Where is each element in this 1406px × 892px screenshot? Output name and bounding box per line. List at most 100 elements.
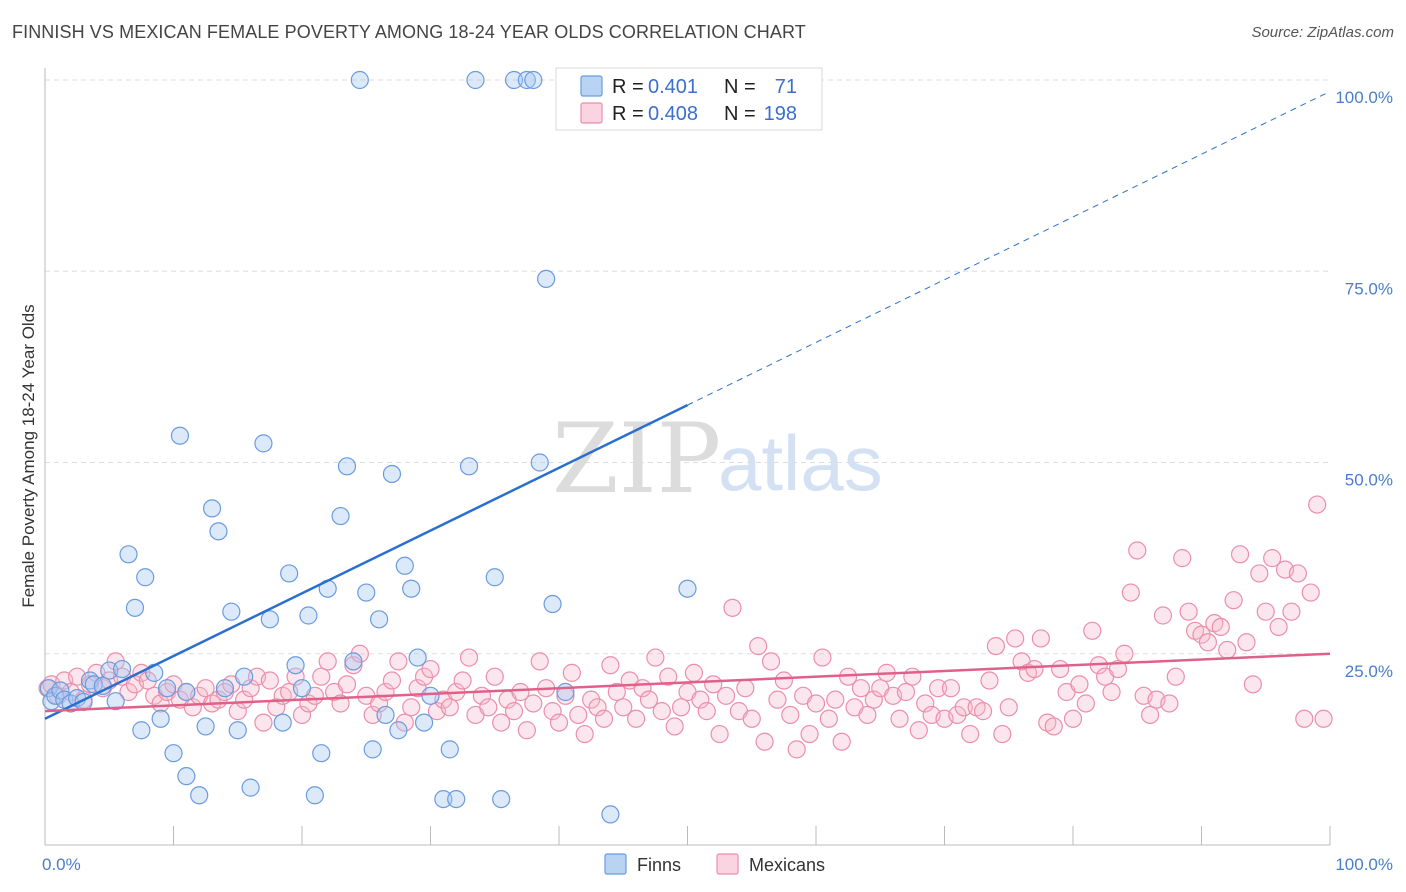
- mexicans-point: [241, 679, 260, 698]
- mexicans-point: [1243, 675, 1263, 694]
- finns-point: [305, 786, 324, 805]
- mexicans-point: [813, 648, 832, 667]
- mexicans-point: [691, 690, 710, 709]
- finns-point: [440, 740, 459, 759]
- mexicans-point: [716, 686, 736, 705]
- finns-point: [151, 709, 170, 728]
- mexicans-point: [594, 709, 614, 728]
- mexicans-point: [402, 698, 421, 717]
- finns-point: [678, 579, 697, 598]
- mexicans-point: [312, 667, 331, 686]
- legend-swatch-finns: [580, 75, 603, 97]
- finns-point: [601, 805, 620, 824]
- mexicans-point: [575, 724, 594, 744]
- finns-point: [530, 453, 549, 472]
- mexicans-point: [928, 679, 948, 698]
- mexicans-point: [479, 698, 498, 717]
- mexicans-point: [781, 705, 800, 725]
- mexicans-point: [254, 713, 273, 732]
- mexicans-point: [961, 724, 980, 744]
- finns-point: [350, 70, 369, 90]
- finns-point: [524, 70, 543, 90]
- mexicans-point: [626, 709, 646, 728]
- bottom-legend-swatch-finns: [604, 853, 627, 875]
- finns-points: [39, 70, 697, 824]
- mexicans-point: [267, 698, 286, 717]
- mexicans-point: [1044, 717, 1063, 736]
- mexicans-point: [819, 709, 838, 728]
- mexicans-point: [1166, 667, 1185, 686]
- mexicans-point: [1250, 564, 1269, 583]
- finns-point: [414, 713, 434, 732]
- finns-point: [543, 594, 562, 614]
- finns-point: [209, 522, 228, 541]
- finns-point: [273, 713, 292, 732]
- finns-point: [376, 705, 395, 725]
- mexicans-point: [1295, 709, 1314, 728]
- mexicans-point: [639, 690, 659, 709]
- legend-swatch-mexicans: [580, 102, 603, 124]
- mexicans-point: [260, 671, 279, 690]
- mexicans-point: [569, 705, 588, 725]
- finns-point: [260, 610, 279, 629]
- finns-point: [51, 681, 70, 700]
- finns-point: [106, 692, 125, 711]
- mexicans-point: [909, 721, 928, 740]
- finns-point: [363, 740, 382, 759]
- finns-point: [292, 679, 312, 698]
- x-tick-label: 0.0%: [42, 855, 81, 874]
- mexicans-point: [389, 652, 408, 671]
- mexicans-point: [1211, 617, 1230, 637]
- mexicans-point: [999, 698, 1018, 717]
- finns-point: [177, 682, 196, 702]
- finns-point: [254, 434, 273, 453]
- mexicans-point: [652, 702, 671, 721]
- mexicans-point: [1121, 583, 1140, 602]
- finns-point: [112, 659, 132, 679]
- mexicans-point: [973, 702, 993, 721]
- bottom-legend-mexicans: Mexicans: [749, 855, 825, 875]
- finns-point: [331, 506, 350, 526]
- source-credit: Source: ZipAtlas.com: [1251, 24, 1394, 41]
- mexicans-point: [183, 698, 202, 717]
- mexicans-point: [742, 709, 761, 728]
- finns-point: [421, 686, 440, 705]
- finns-point: [395, 556, 414, 575]
- mexicans-point: [832, 732, 851, 751]
- chart-title: FINNISH VS MEXICAN FEMALE POVERTY AMONG …: [12, 22, 806, 42]
- mexicans-point: [1115, 644, 1134, 663]
- mexicans-point: [517, 721, 536, 740]
- mexicans-point: [761, 652, 781, 671]
- mexicans-point: [453, 671, 472, 690]
- mexicans-point: [196, 679, 215, 698]
- finns-point: [132, 721, 151, 740]
- mexicans-point: [890, 709, 909, 728]
- finns-point: [312, 744, 331, 763]
- mexicans-point: [530, 652, 549, 671]
- finns-trend-line: [44, 404, 689, 720]
- finns-point: [170, 426, 190, 445]
- mexicans-point: [1070, 675, 1089, 694]
- mexicans-point: [1256, 602, 1275, 621]
- finns-point: [136, 568, 155, 587]
- mexicans-point: [1282, 602, 1301, 621]
- mexicans-point: [1218, 640, 1237, 660]
- mexicans-point: [1263, 549, 1282, 568]
- y-tick-label: 25.0%: [1345, 662, 1393, 681]
- correlation-legend: R = 0.401 N = 71 R = 0.408 N = 198: [555, 67, 823, 131]
- mexicans-point: [235, 690, 254, 709]
- mexicans-point: [601, 656, 620, 675]
- finns-point: [235, 667, 254, 686]
- finns-point: [228, 721, 247, 740]
- mexicans-point: [363, 705, 382, 725]
- finns-point: [241, 778, 260, 797]
- legend-n-value-mexicans: 198: [764, 103, 797, 125]
- mexicans-point: [1308, 495, 1327, 514]
- mexicans-point: [511, 682, 530, 702]
- finns-point: [492, 789, 511, 809]
- mexicans-point: [1179, 602, 1198, 621]
- legend-n-label-finns: N =: [724, 76, 756, 98]
- mexicans-point: [318, 652, 337, 671]
- finns-point: [459, 457, 479, 476]
- mexicans-point: [986, 636, 1006, 656]
